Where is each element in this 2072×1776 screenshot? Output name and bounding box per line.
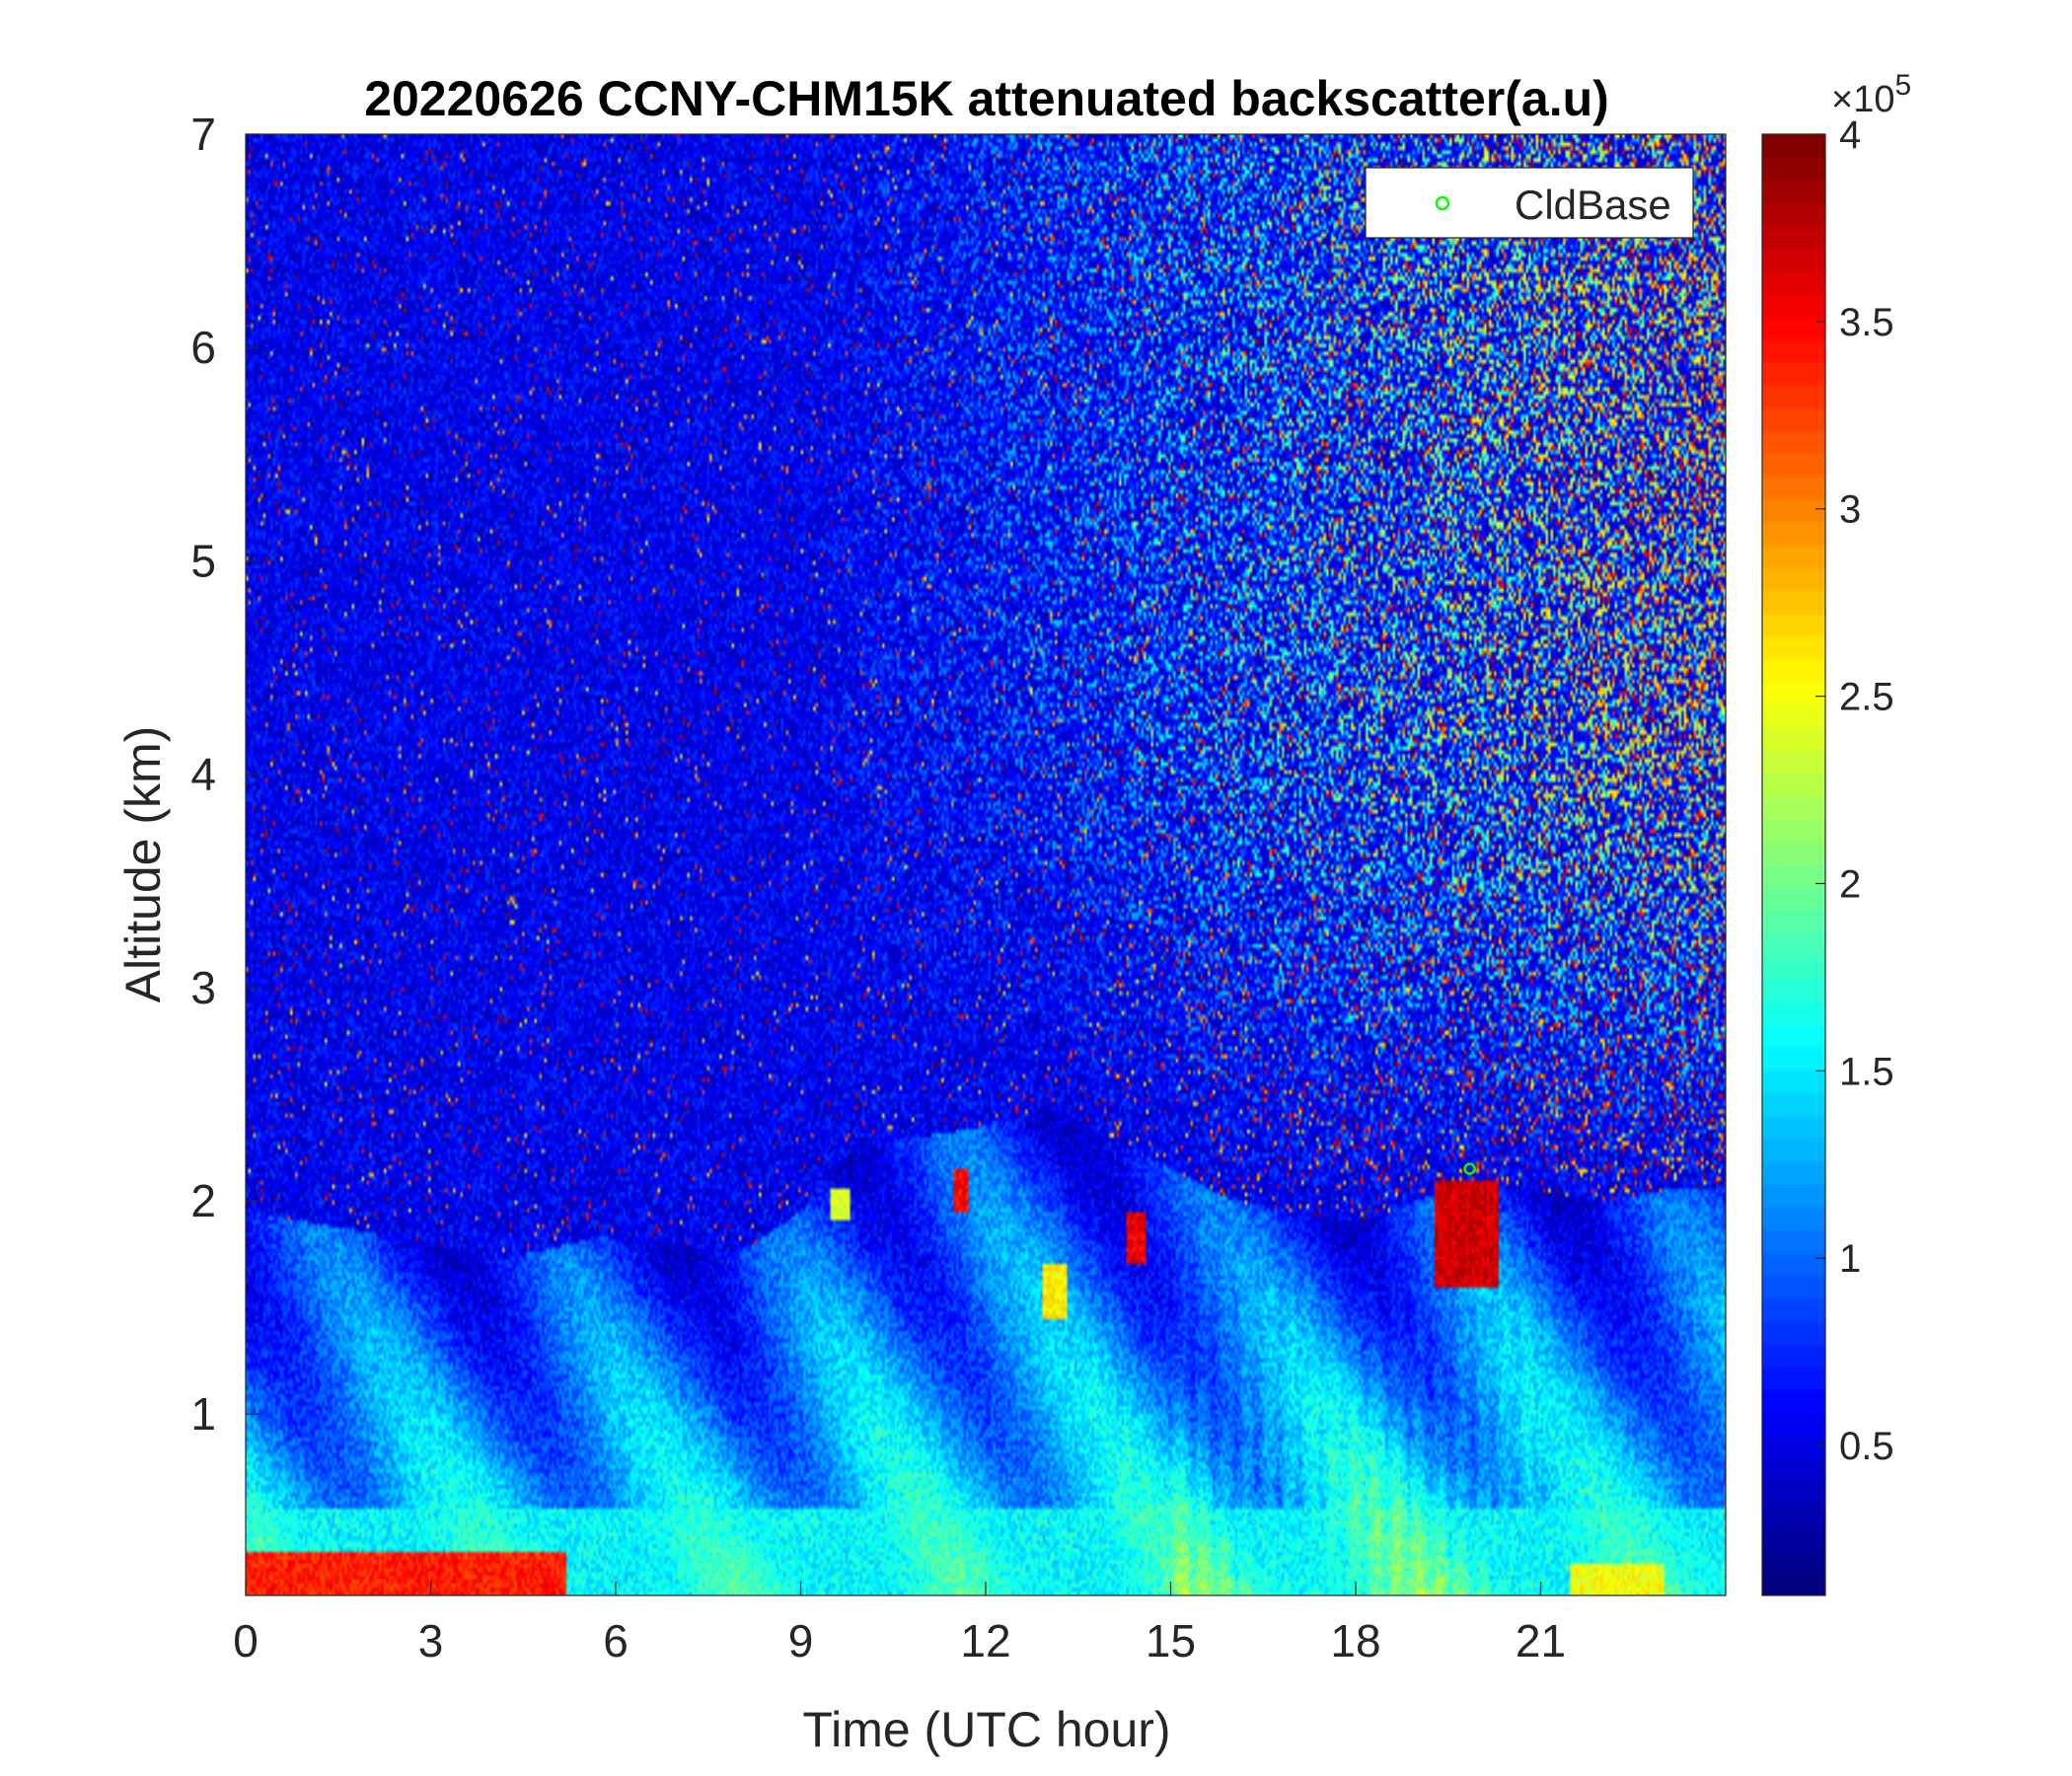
x-tick-label: 21 bbox=[1516, 1615, 1566, 1666]
x-tick-label: 0 bbox=[233, 1615, 259, 1666]
legend: CldBase bbox=[1365, 167, 1694, 239]
colorbar-tick-label: 3.5 bbox=[1839, 301, 1894, 344]
x-tick-label: 3 bbox=[418, 1615, 444, 1666]
cloud-base-point bbox=[1463, 1162, 1476, 1175]
x-tick-label: 18 bbox=[1330, 1615, 1380, 1666]
y-tick-label: 2 bbox=[190, 1175, 216, 1226]
backscatter-heatmap bbox=[246, 134, 1726, 1595]
colorbar bbox=[1762, 134, 1825, 1595]
colorbar-tick-label: 1 bbox=[1839, 1237, 1861, 1281]
x-tick-label: 9 bbox=[788, 1615, 814, 1666]
colorbar-tick-label: 2 bbox=[1839, 862, 1861, 906]
colorbar-tick-label: 0.5 bbox=[1839, 1425, 1894, 1468]
y-tick-label: 6 bbox=[190, 322, 216, 373]
colorbar-tick-label: 1.5 bbox=[1839, 1050, 1894, 1093]
x-tick-label: 6 bbox=[603, 1615, 629, 1666]
legend-marker-cldbase bbox=[1435, 195, 1450, 211]
y-tick-label: 4 bbox=[190, 749, 216, 800]
marks-layer bbox=[1463, 1162, 1476, 1175]
y-tick-label: 1 bbox=[190, 1388, 216, 1440]
x-tick-label: 12 bbox=[960, 1615, 1010, 1666]
chart-title: 20220626 CCNY-CHM15K attenuated backscat… bbox=[364, 71, 1609, 126]
y-tick-label: 3 bbox=[190, 962, 216, 1013]
x-axis-label: Time (UTC hour) bbox=[802, 1702, 1170, 1757]
legend-label-cldbase: CldBase bbox=[1515, 182, 1671, 228]
x-tick-label: 15 bbox=[1146, 1615, 1196, 1666]
colorbar-frame bbox=[1761, 133, 1826, 1596]
colorbar-tick-label: 3 bbox=[1839, 488, 1861, 532]
y-tick-label: 7 bbox=[190, 109, 216, 160]
colorbar-tick-label: 2.5 bbox=[1839, 676, 1894, 719]
legend-box bbox=[1365, 167, 1694, 239]
colorbar-multiplier: ×105 bbox=[1831, 69, 1911, 120]
colorbar-tick-label: 4 bbox=[1839, 113, 1861, 157]
y-axis-label: Altitude (km) bbox=[115, 726, 171, 1003]
y-tick-label: 5 bbox=[190, 535, 216, 586]
